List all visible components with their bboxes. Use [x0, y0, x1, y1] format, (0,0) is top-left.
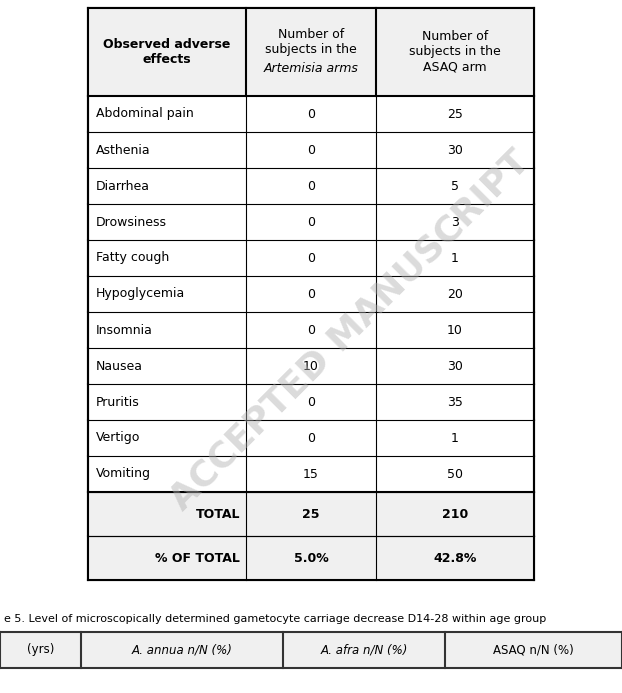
Text: Nausea: Nausea	[96, 360, 143, 373]
Text: 5.0%: 5.0%	[294, 552, 328, 565]
Text: A. afra n/N (%): A. afra n/N (%)	[320, 644, 407, 656]
Text: 0: 0	[307, 288, 315, 301]
Text: Fatty cough: Fatty cough	[96, 252, 169, 265]
Text: Vertigo: Vertigo	[96, 432, 141, 444]
Text: 0: 0	[307, 252, 315, 265]
Text: Insomnia: Insomnia	[96, 324, 153, 337]
Text: Pruritis: Pruritis	[96, 396, 140, 408]
Text: 0: 0	[307, 107, 315, 121]
Text: 20: 20	[447, 288, 463, 301]
Bar	[88, 492, 534, 580]
Text: 3: 3	[451, 216, 459, 229]
Text: 0: 0	[307, 216, 315, 229]
Text: 30: 30	[447, 360, 463, 373]
Text: Vomiting: Vomiting	[96, 468, 151, 480]
Text: % OF TOTAL: % OF TOTAL	[156, 552, 240, 565]
Text: ACCEPTED MANUSCRIPT: ACCEPTED MANUSCRIPT	[164, 143, 536, 516]
Text: 5: 5	[451, 179, 459, 193]
Text: 42.8%: 42.8%	[433, 552, 476, 565]
Text: Drowsiness: Drowsiness	[96, 216, 167, 229]
Text: A. annua n/N (%): A. annua n/N (%)	[131, 644, 233, 656]
Text: 1: 1	[451, 252, 459, 265]
Text: 1: 1	[451, 432, 459, 444]
Text: 0: 0	[307, 432, 315, 444]
Text: 0: 0	[307, 143, 315, 157]
Text: 35: 35	[447, 396, 463, 408]
Text: 0: 0	[307, 179, 315, 193]
Text: Number of
subjects in the
ASAQ arm: Number of subjects in the ASAQ arm	[409, 30, 501, 73]
Text: 210: 210	[442, 507, 468, 520]
Text: 0: 0	[307, 396, 315, 408]
Text: Observed adverse
effects: Observed adverse effects	[103, 38, 231, 66]
Text: 25: 25	[447, 107, 463, 121]
Text: 25: 25	[302, 507, 320, 520]
Bar	[88, 8, 534, 96]
Text: Asthenia: Asthenia	[96, 143, 151, 157]
Text: TOTAL: TOTAL	[196, 507, 240, 520]
Text: 50: 50	[447, 468, 463, 480]
Text: 30: 30	[447, 143, 463, 157]
Text: (yrs): (yrs)	[27, 644, 54, 656]
Text: e 5. Level of microscopically determined gametocyte carriage decrease D14-28 wit: e 5. Level of microscopically determined…	[4, 614, 546, 624]
Text: Diarrhea: Diarrhea	[96, 179, 150, 193]
Text: ASAQ n/N (%): ASAQ n/N (%)	[493, 644, 573, 656]
Bar	[0, 632, 622, 668]
Text: Artemisia arms: Artemisia arms	[264, 62, 358, 75]
Text: Number of
subjects in the: Number of subjects in the	[265, 28, 357, 56]
Bar	[88, 8, 534, 580]
Text: 10: 10	[303, 360, 319, 373]
Text: 0: 0	[307, 324, 315, 337]
Text: Abdominal pain: Abdominal pain	[96, 107, 193, 121]
Text: Hypoglycemia: Hypoglycemia	[96, 288, 185, 301]
Text: 10: 10	[447, 324, 463, 337]
Text: 15: 15	[303, 468, 319, 480]
